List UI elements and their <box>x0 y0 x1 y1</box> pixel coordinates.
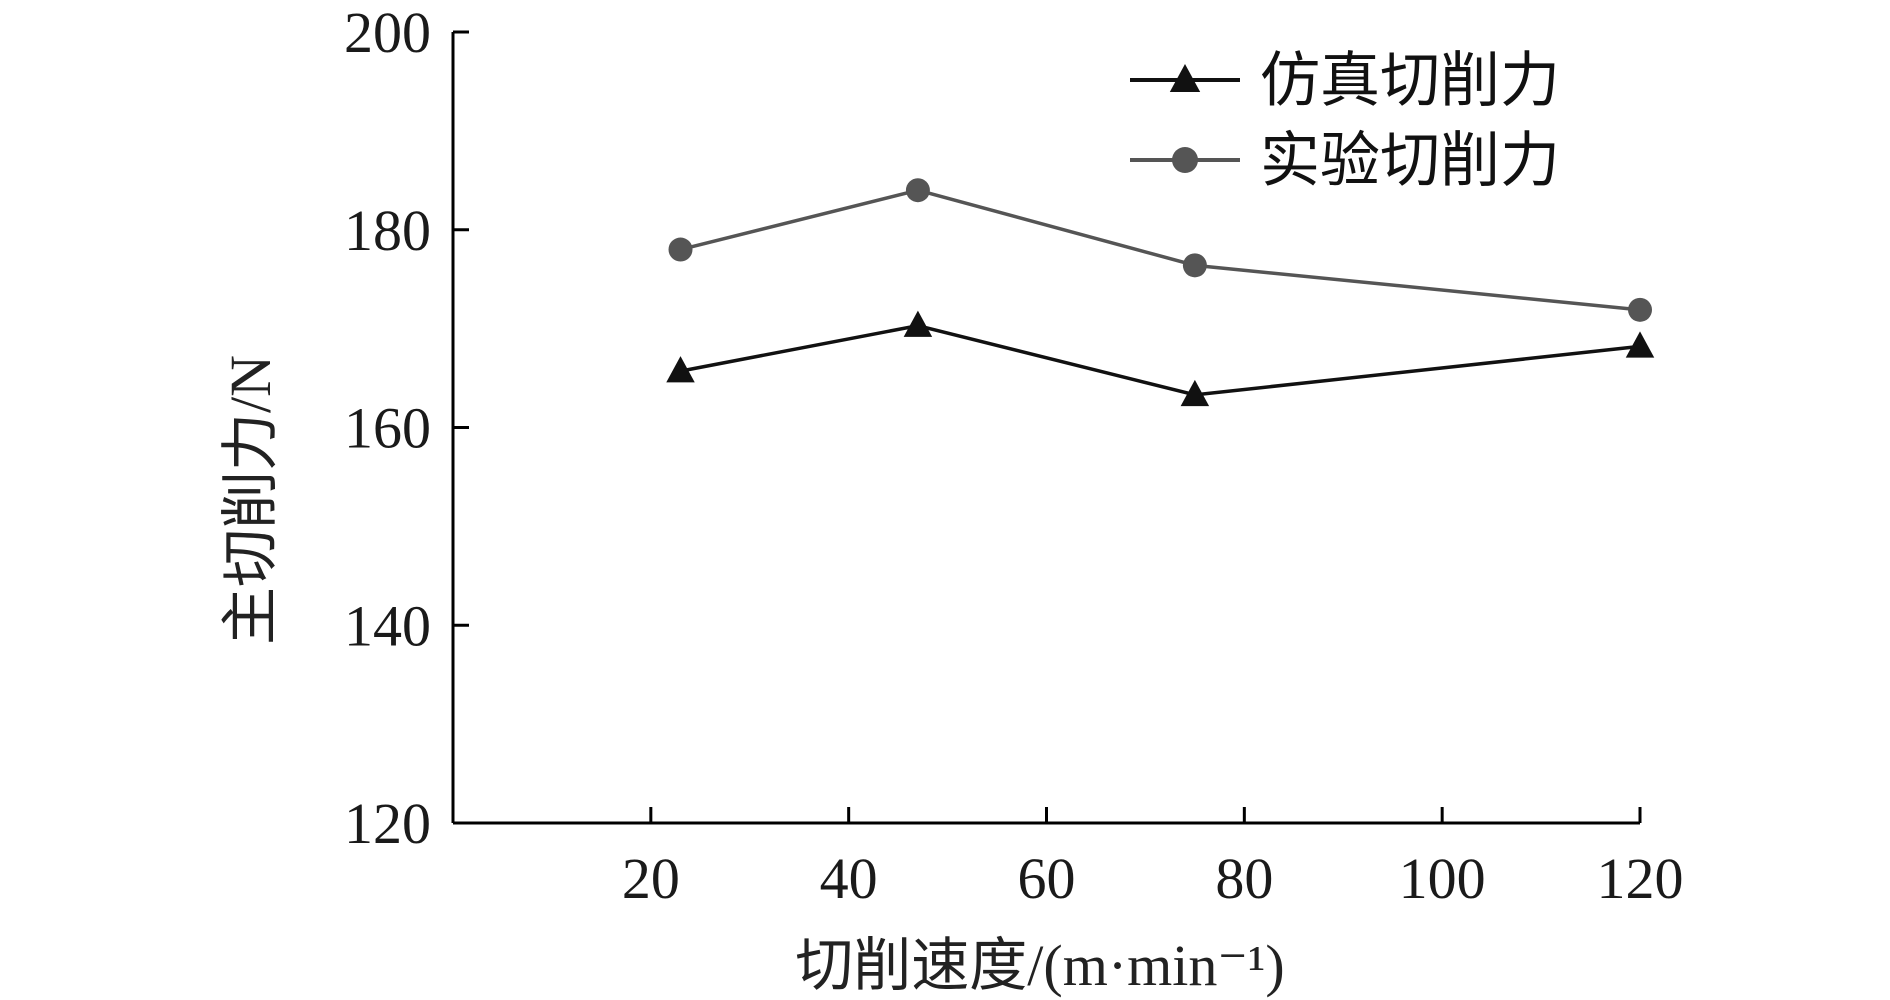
series-1 <box>666 310 1655 407</box>
y-tick-label: 120 <box>344 791 431 856</box>
x-ticks: 20 40 60 80 100 120 <box>622 807 1684 911</box>
data-point-triangle <box>1625 331 1655 358</box>
legend-marker-triangle <box>1169 64 1201 92</box>
x-tick-label: 100 <box>1399 846 1486 911</box>
legend-item: 实验切削力 <box>1130 128 1560 194</box>
x-tick-label: 20 <box>622 846 680 911</box>
x-axis-title: 切削速度/(m·min⁻¹) <box>795 933 1284 998</box>
y-ticks: 120 140 160 180 200 <box>344 0 469 856</box>
series-layer <box>666 178 1655 407</box>
legend-item: 仿真切削力 <box>1130 48 1560 114</box>
legend-marker-circle <box>1172 147 1198 173</box>
x-tick-label: 80 <box>1215 846 1273 911</box>
legend-label: 仿真切削力 <box>1260 48 1560 114</box>
y-axis-title: 主切削力/N <box>218 355 283 645</box>
data-point-triangle <box>1180 379 1210 407</box>
series-line <box>680 188 1641 312</box>
series-line <box>680 323 1641 397</box>
data-point-circle <box>1628 297 1652 322</box>
legend-label: 实验切削力 <box>1260 128 1560 194</box>
data-point-triangle <box>666 356 695 383</box>
series-2 <box>668 178 1652 322</box>
data-point-triangle <box>903 310 933 337</box>
y-tick-label: 160 <box>344 396 431 461</box>
y-tick-label: 140 <box>344 593 431 658</box>
x-tick-label: 120 <box>1597 846 1684 911</box>
data-point-circle <box>1182 253 1207 278</box>
data-point-circle <box>668 237 693 262</box>
x-tick-label: 60 <box>1018 846 1076 911</box>
y-tick-label: 180 <box>344 198 431 263</box>
data-point-circle <box>905 178 930 203</box>
y-tick-label: 200 <box>344 0 431 65</box>
x-tick-label: 40 <box>820 846 878 911</box>
